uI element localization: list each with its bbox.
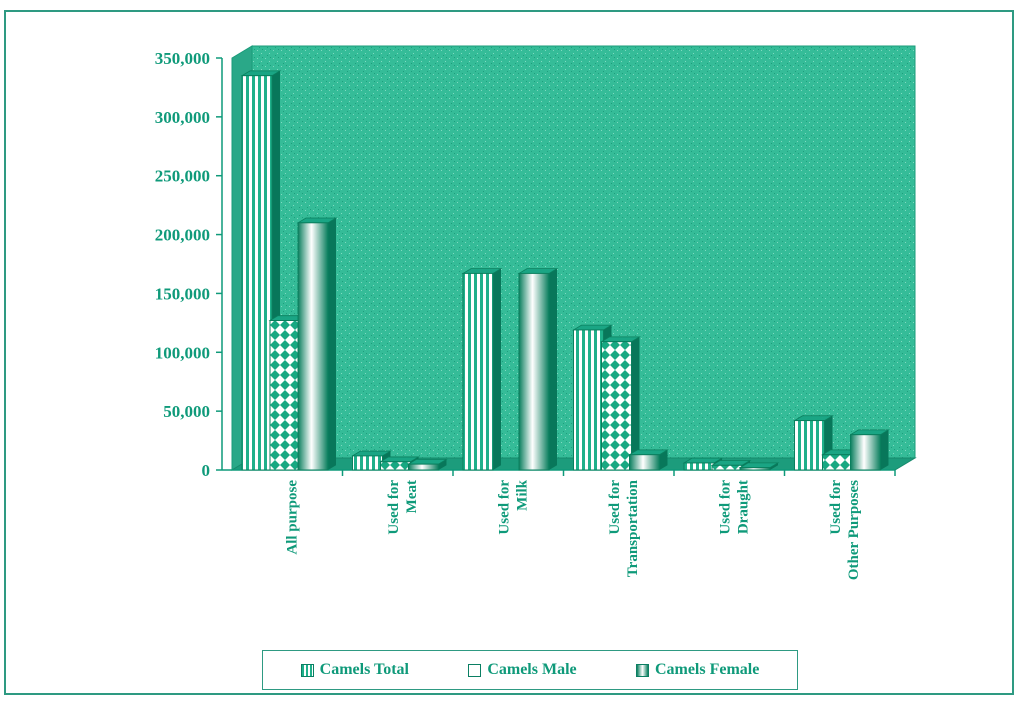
bar-front — [380, 461, 411, 471]
x-category-label-1-1: Meat — [404, 480, 420, 513]
bar-female-1 — [407, 458, 448, 471]
legend-item-total: Camels Total — [300, 661, 409, 679]
bar-front — [241, 75, 273, 471]
bar-side — [659, 449, 668, 470]
bar-front — [794, 420, 825, 471]
x-category-label-4-1: Draught — [735, 480, 751, 534]
bar-total-2 — [461, 268, 503, 471]
legend-label-total: Camels Total — [319, 661, 409, 678]
y-tick-label: 100,000 — [155, 343, 210, 362]
bar-front — [739, 467, 771, 471]
bar-front — [269, 320, 301, 471]
bar-front — [711, 464, 743, 471]
x-category-label-5-0: Used for — [828, 480, 844, 535]
y-tick-label: 300,000 — [155, 108, 210, 127]
x-category-label-3-0: Used for — [607, 480, 623, 535]
x-category-label-5-1: Other Purposes — [846, 480, 862, 580]
bar-side — [493, 268, 501, 470]
y-tick-label: 150,000 — [155, 284, 210, 303]
bar-total-0 — [240, 70, 282, 471]
legend-label-male: Camels Male — [487, 661, 577, 678]
x-category-label-3-1: Transportation — [625, 479, 641, 577]
bar-side — [631, 336, 640, 470]
bar-female-3 — [628, 449, 669, 471]
x-category-label-2-1: Milk — [514, 479, 530, 510]
legend-label-female: Camels Female — [654, 661, 760, 678]
bar-front — [408, 463, 439, 471]
x-category-label-4-0: Used for — [717, 480, 733, 535]
x-axis-labels: All purpose Used for Meat Used for Milk Used … — [284, 479, 862, 580]
y-tick-label: 200,000 — [155, 226, 210, 245]
y-tick-label: 50,000 — [163, 402, 210, 421]
bar-front — [518, 272, 550, 471]
bar-front — [601, 341, 632, 471]
bar-front — [297, 222, 329, 471]
bar-front — [822, 454, 853, 471]
y-tick-label: 0 — [202, 461, 211, 480]
bar-front — [573, 329, 604, 471]
bar-female-4 — [738, 462, 780, 471]
bars — [240, 70, 890, 471]
bar-side — [880, 429, 889, 470]
bar-front — [462, 272, 494, 471]
x-category-label-1-0: Used for — [386, 480, 402, 535]
bar-front — [352, 455, 383, 471]
bar-female-5 — [849, 429, 890, 471]
y-tick-label: 350,000 — [155, 49, 210, 68]
bar-front — [850, 434, 881, 471]
bar-total-1 — [351, 450, 392, 471]
bar-side — [438, 459, 447, 470]
x-category-label-0-0: All purpose — [284, 480, 300, 555]
legend-item-female: Camels Female — [635, 661, 760, 679]
legend-item-male: Camels Male — [468, 661, 577, 679]
y-tick-label: 250,000 — [155, 167, 210, 186]
legend-swatch-male — [468, 663, 482, 677]
y-axis: 0 50,000 100,000 150,000 200,000 250,000 300,0… — [155, 49, 896, 480]
x-category-label-2-0: Used for — [496, 480, 512, 535]
bar-side — [328, 218, 336, 470]
legend-swatch-female — [635, 663, 649, 677]
bar-female-2 — [517, 268, 559, 471]
bar-side — [770, 462, 778, 470]
bar-female-0 — [296, 217, 338, 471]
bar-front — [683, 462, 715, 471]
bar-front — [629, 454, 660, 471]
bar-male-3 — [600, 336, 641, 471]
legend: Camels Total Camels Male Camels Female — [262, 650, 798, 690]
bar-side — [549, 268, 557, 470]
legend-swatch-total — [300, 663, 314, 677]
